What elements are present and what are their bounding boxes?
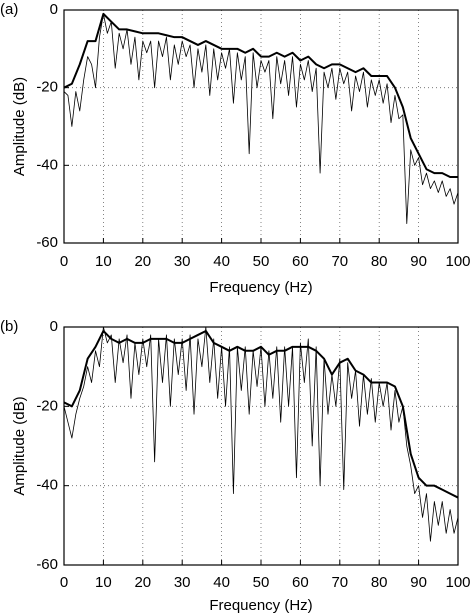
panel: (b) 0 10 20 30 40 50 60 70 80 90 100 -60 -40 -20 0 Frequ… [0, 318, 471, 613]
x-axis-label: Frequency (Hz) [209, 597, 312, 613]
y-tick-label: -60 [36, 234, 58, 251]
x-tick-label: 40 [213, 574, 230, 591]
x-axis-label: Frequency (Hz) [209, 279, 312, 296]
x-tick-label: 30 [174, 574, 191, 591]
x-tick-label: 50 [253, 253, 270, 270]
panel: (a) 0 10 20 30 40 50 60 70 80 90 100 -60 -40 -20 0 Frequ… [0, 1, 471, 296]
y-tick-label: 0 [50, 1, 58, 18]
y-tick-label: -40 [36, 477, 58, 494]
y-axis-label: Amplitude (dB) [11, 396, 28, 495]
y-tick-label: -60 [36, 556, 58, 573]
y-tick-label: -20 [36, 79, 58, 96]
x-tick-label: 10 [95, 574, 112, 591]
spectrum-line [63, 13, 459, 224]
x-tick-label: 30 [174, 253, 191, 270]
x-tick-label: 20 [134, 574, 151, 591]
y-tick-label: -40 [36, 156, 58, 173]
x-tick-label: 100 [445, 574, 470, 591]
y-axis-label: Amplitude (dB) [11, 77, 28, 176]
x-tick-label: 90 [410, 574, 427, 591]
plot-frame [63, 9, 459, 244]
x-tick-label: 60 [292, 253, 309, 270]
x-tick-label: 70 [331, 574, 348, 591]
x-tick-label: 80 [371, 253, 388, 270]
plot-frame [63, 326, 459, 566]
x-tick-label: 50 [253, 574, 270, 591]
x-tick-label: 80 [371, 574, 388, 591]
panel-label: (a) [0, 1, 18, 18]
x-tick-label: 0 [60, 253, 68, 270]
x-tick-label: 20 [134, 253, 151, 270]
x-tick-label: 0 [60, 574, 68, 591]
panel-label: (b) [0, 318, 18, 335]
x-tick-label: 10 [95, 253, 112, 270]
x-tick-label: 40 [213, 253, 230, 270]
spectrum-line [63, 12, 458, 178]
spectrum-line [63, 326, 459, 542]
x-tick-label: 100 [445, 253, 470, 270]
x-tick-label: 70 [331, 253, 348, 270]
x-tick-label: 60 [292, 574, 309, 591]
x-tick-label: 90 [410, 253, 427, 270]
y-tick-label: -20 [36, 397, 58, 414]
y-tick-label: 0 [50, 318, 58, 335]
